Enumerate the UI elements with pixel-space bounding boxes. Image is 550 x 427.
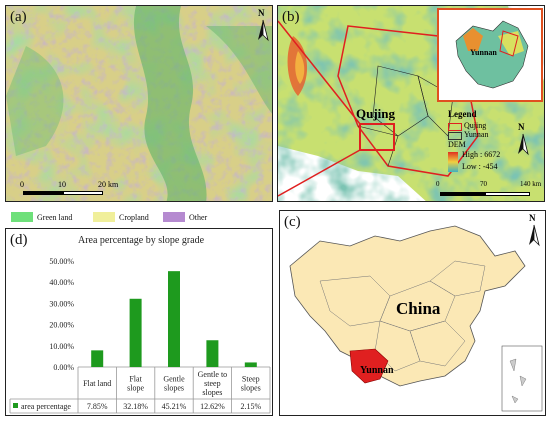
- legend-label-other: Other: [189, 213, 208, 222]
- scale-tick: 10: [58, 180, 66, 189]
- bar-chart-svg: 0.00% 10.00% 20.00% 30.00% 40.00% 50.00% Flat …: [9, 257, 271, 414]
- legend-dem-low: Low : -454: [462, 162, 498, 171]
- north-letter: N: [258, 8, 265, 18]
- y-tick-label: 40.00%: [49, 278, 74, 287]
- china-country-label: China: [396, 299, 441, 318]
- panel-b-label: (b): [282, 9, 300, 25]
- scale-tick: 20 km: [98, 180, 119, 189]
- legend-swatch-other: [163, 212, 185, 222]
- bar: [129, 298, 142, 367]
- yunnan-province-label: Yunnan: [360, 365, 394, 376]
- qujing-place-label: Qujing: [356, 106, 396, 121]
- y-tick-label: 10.00%: [49, 342, 74, 351]
- legend-label-green-land: Green land: [37, 213, 73, 222]
- bar: [244, 362, 257, 367]
- panel-a-label: (a): [10, 9, 27, 25]
- data-label: 12.62%: [200, 402, 225, 411]
- category-label: Steep: [242, 375, 260, 384]
- category-label: Gentle: [163, 375, 185, 384]
- legend-item-yunnan: Yunnan: [464, 130, 489, 139]
- panel-b-dem-map: (b) Qujing Yunnan Legend Qujing Yunnan D…: [277, 5, 545, 202]
- north-arrow-b: N: [516, 122, 530, 156]
- data-label: 32.18%: [123, 402, 148, 411]
- scale-tick: 70: [480, 180, 487, 188]
- landcover-raster: [6, 6, 272, 201]
- category-label: slopes: [164, 384, 184, 393]
- category-label: Flat: [129, 375, 142, 384]
- category-label: slope: [127, 384, 144, 393]
- north-arrow-icon: [529, 224, 540, 247]
- panel-c-china-map: (c) China Yunnan N: [279, 210, 546, 416]
- scale-tick: 0: [20, 180, 24, 189]
- y-tick-label: 20.00%: [49, 321, 74, 330]
- bar: [91, 350, 104, 367]
- panel-d-slope-chart: (d) Area percentage by slope grade 0.00%…: [5, 228, 273, 416]
- category-label: slopes: [241, 384, 261, 393]
- data-label: 45.21%: [162, 402, 187, 411]
- legend-swatch-yunnan: [448, 132, 462, 140]
- north-arrow-c: N: [527, 213, 541, 247]
- chart-title: Area percentage by slope grade: [78, 235, 205, 246]
- legend-swatch-green-land: [11, 212, 33, 222]
- legend-swatch: [13, 403, 18, 408]
- legend-swatch-qujing: [448, 123, 462, 131]
- dem-color-ramp: [448, 152, 458, 172]
- legend-dem-title: DEM: [448, 140, 466, 149]
- category-label: Gentle to: [198, 370, 228, 379]
- scale-bar-a: 0 10 20 km: [18, 180, 148, 201]
- panel-a-landcover-map: (a) N 0 10 20 km: [5, 5, 273, 202]
- north-arrow-icon: [258, 19, 269, 42]
- dem-legend: Legend Qujing Yunnan DEM High : 6672 Low…: [446, 109, 536, 179]
- scale-tick: 140 km: [520, 180, 542, 188]
- bar: [168, 271, 180, 367]
- dem-map-svg: [278, 6, 544, 201]
- y-tick-label: 50.00%: [49, 257, 74, 266]
- legend-swatch-cropland: [93, 212, 115, 222]
- panel-c-label: (c): [284, 214, 301, 230]
- scale-bar-b: 0 70 140 km: [436, 180, 544, 200]
- north-letter: N: [518, 122, 525, 132]
- category-label: steep: [204, 379, 220, 388]
- y-tick-label: 30.00%: [49, 299, 74, 308]
- category-label: slopes: [202, 388, 222, 397]
- legend-item-qujing: Qujing: [464, 121, 487, 130]
- category-label: Flat land: [83, 379, 111, 388]
- inset-yunnan-label: Yunnan: [470, 48, 497, 57]
- north-arrow-a: N: [256, 8, 270, 42]
- legend-label: area percentage: [21, 402, 71, 411]
- china-map-svg: [280, 211, 545, 415]
- y-tick-label: 0.00%: [53, 363, 74, 372]
- legend-label-cropland: Cropland: [119, 213, 149, 222]
- data-label: 2.15%: [240, 402, 261, 411]
- data-label: 7.85%: [87, 402, 108, 411]
- bar: [206, 340, 219, 367]
- north-arrow-icon: [518, 133, 529, 156]
- north-letter: N: [529, 213, 536, 223]
- landcover-legend: Green land Cropland Other: [5, 210, 275, 224]
- scale-tick: 0: [436, 180, 440, 188]
- legend-title: Legend: [448, 109, 477, 119]
- legend-dem-high: High : 6672: [462, 150, 501, 159]
- panel-d-label: (d): [10, 232, 28, 248]
